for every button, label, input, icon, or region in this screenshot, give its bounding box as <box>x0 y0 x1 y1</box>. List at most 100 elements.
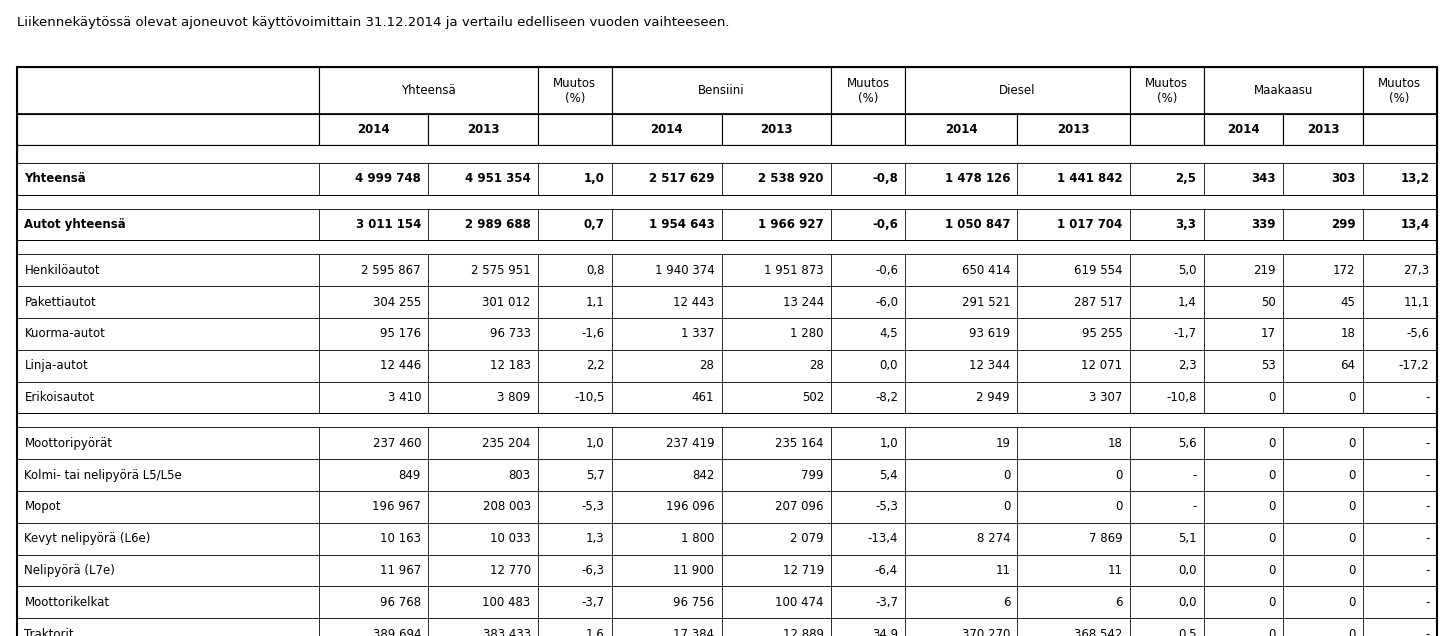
Bar <box>1363 555 1437 586</box>
Text: 12 183: 12 183 <box>490 359 530 372</box>
Bar <box>612 163 722 195</box>
Bar <box>1130 618 1203 636</box>
Text: 11,1: 11,1 <box>1404 296 1429 308</box>
Text: 100 474: 100 474 <box>775 596 824 609</box>
Text: 0,0: 0,0 <box>879 359 898 372</box>
Text: 0,7: 0,7 <box>584 218 605 231</box>
Text: 100 483: 100 483 <box>483 596 530 609</box>
Text: 1 800: 1 800 <box>682 532 715 545</box>
Text: 1 966 927: 1 966 927 <box>758 218 824 231</box>
Bar <box>1130 459 1203 491</box>
Bar <box>1363 586 1437 618</box>
Bar <box>17 427 1437 459</box>
Text: 502: 502 <box>801 391 824 404</box>
Bar <box>612 67 831 114</box>
Text: 2,5: 2,5 <box>1176 172 1196 185</box>
Bar <box>17 586 318 618</box>
Bar <box>1284 427 1363 459</box>
Text: 2 538 920: 2 538 920 <box>758 172 824 185</box>
Bar <box>1284 350 1363 382</box>
Bar <box>1017 254 1130 286</box>
Bar <box>1203 618 1284 636</box>
Bar <box>318 350 428 382</box>
Bar <box>17 555 318 586</box>
Bar <box>722 254 831 286</box>
Text: 10 033: 10 033 <box>490 532 530 545</box>
Bar <box>1203 254 1284 286</box>
Bar <box>831 350 905 382</box>
Bar <box>318 318 428 350</box>
Text: -: - <box>1192 501 1196 513</box>
Bar <box>1203 491 1284 523</box>
Bar <box>318 523 428 555</box>
Text: -0,8: -0,8 <box>872 172 898 185</box>
Text: 12 889: 12 889 <box>782 628 824 636</box>
Text: -1,7: -1,7 <box>1173 328 1196 340</box>
Text: 3 809: 3 809 <box>497 391 530 404</box>
Text: 1 337: 1 337 <box>680 328 715 340</box>
Text: 19: 19 <box>996 437 1010 450</box>
Bar <box>537 209 612 240</box>
Bar <box>17 350 318 382</box>
Bar <box>17 67 318 114</box>
Text: 301 012: 301 012 <box>483 296 530 308</box>
Text: -5,3: -5,3 <box>582 501 605 513</box>
Bar <box>1017 618 1130 636</box>
Text: 0: 0 <box>1349 469 1356 481</box>
Bar <box>318 209 428 240</box>
Bar <box>722 459 831 491</box>
Text: 0: 0 <box>1268 469 1277 481</box>
Bar <box>428 427 537 459</box>
Bar <box>318 382 428 413</box>
Bar <box>17 318 318 350</box>
Bar <box>1203 67 1363 114</box>
Bar <box>1284 555 1363 586</box>
Bar <box>17 523 1437 555</box>
Text: 7 869: 7 869 <box>1089 532 1123 545</box>
Text: 207 096: 207 096 <box>775 501 824 513</box>
Text: 299: 299 <box>1331 218 1356 231</box>
Bar <box>612 555 722 586</box>
Bar <box>17 427 318 459</box>
Bar <box>318 459 428 491</box>
Text: 0: 0 <box>1003 469 1010 481</box>
Bar <box>905 523 1017 555</box>
Bar <box>1203 209 1284 240</box>
Text: Yhteensä: Yhteensä <box>401 84 455 97</box>
Text: -6,4: -6,4 <box>875 564 898 577</box>
Bar <box>17 555 1437 586</box>
Bar <box>905 491 1017 523</box>
Bar <box>17 491 318 523</box>
Text: 287 517: 287 517 <box>1074 296 1123 308</box>
Bar <box>612 382 722 413</box>
Text: 619 554: 619 554 <box>1074 264 1123 277</box>
Bar <box>612 618 722 636</box>
Bar <box>1363 427 1437 459</box>
Bar <box>1130 523 1203 555</box>
Bar <box>1363 67 1437 114</box>
Bar <box>831 491 905 523</box>
Text: Moottoripyörät: Moottoripyörät <box>24 437 112 450</box>
Text: 11: 11 <box>996 564 1010 577</box>
Text: 0,5: 0,5 <box>1179 628 1196 636</box>
Text: 1,1: 1,1 <box>586 296 605 308</box>
Text: 0: 0 <box>1349 596 1356 609</box>
Text: 208 003: 208 003 <box>483 501 530 513</box>
Bar <box>1363 114 1437 145</box>
Bar <box>1017 114 1130 145</box>
Bar <box>1363 209 1437 240</box>
Bar <box>1130 209 1203 240</box>
Text: 6: 6 <box>1115 596 1123 609</box>
Text: 461: 461 <box>692 391 715 404</box>
Bar <box>1130 286 1203 318</box>
Text: 13,4: 13,4 <box>1401 218 1429 231</box>
Bar <box>1017 523 1130 555</box>
Bar <box>428 114 537 145</box>
Text: Traktorit: Traktorit <box>24 628 73 636</box>
Text: 2,2: 2,2 <box>586 359 605 372</box>
Text: 53: 53 <box>1261 359 1277 372</box>
Bar <box>1284 586 1363 618</box>
Bar <box>17 254 1437 286</box>
Text: 6: 6 <box>1003 596 1010 609</box>
Bar <box>1130 491 1203 523</box>
